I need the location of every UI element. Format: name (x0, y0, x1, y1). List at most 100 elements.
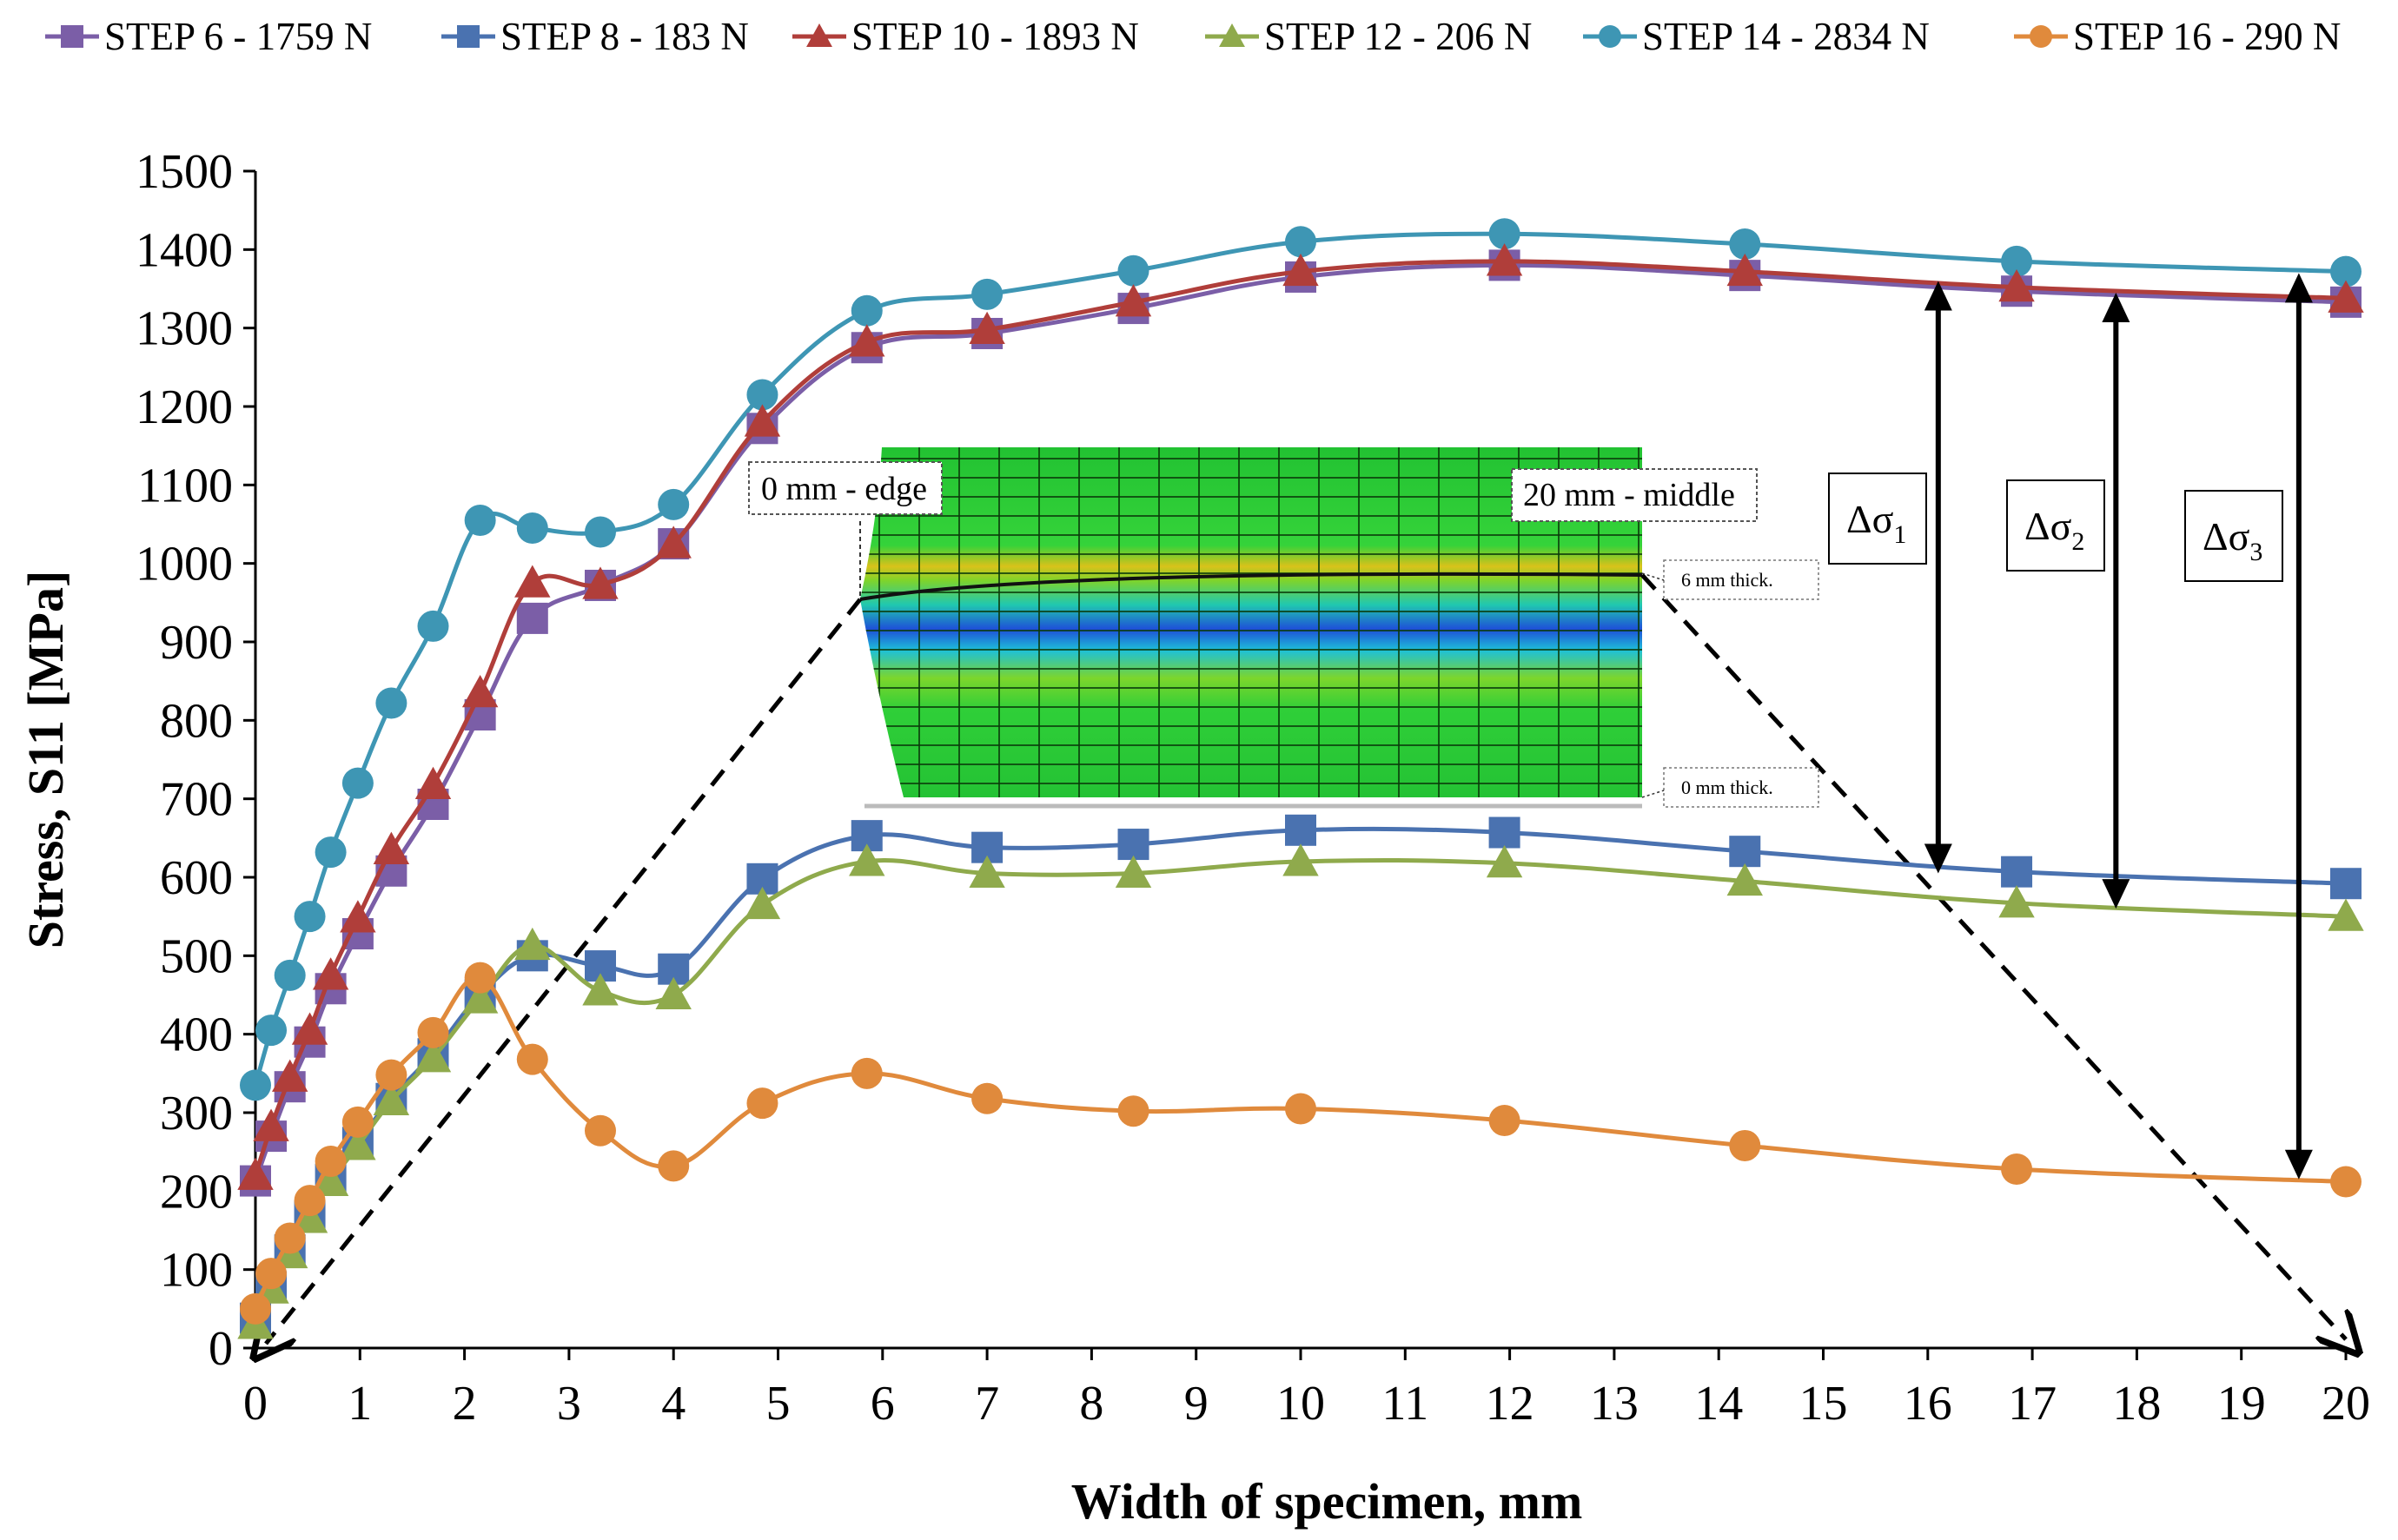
legend-swatch-marker (806, 23, 832, 47)
data-point (1488, 218, 1520, 250)
data-point (851, 1057, 883, 1089)
x-tick-label: 2 (453, 1377, 477, 1431)
data-point (340, 1127, 376, 1160)
data-point (253, 1108, 289, 1141)
data-point (1117, 829, 1149, 861)
data-point (2001, 856, 2033, 888)
data-point (746, 1087, 778, 1120)
x-tick-label: 8 (1079, 1377, 1103, 1431)
data-point (2328, 898, 2364, 931)
data-point (971, 278, 1004, 310)
data-point (373, 1082, 410, 1116)
x-tick-label: 9 (1184, 1377, 1209, 1431)
data-point (274, 959, 306, 991)
data-point (655, 525, 692, 558)
x-tick-label: 18 (2112, 1377, 2161, 1431)
data-point (312, 957, 349, 990)
data-point (417, 1016, 449, 1048)
legend-swatch-marker (1219, 23, 1245, 47)
delta-arrow-head-up (1924, 281, 1952, 311)
x-tick-label: 3 (557, 1377, 581, 1431)
data-point (340, 900, 376, 933)
data-point (2001, 1153, 2033, 1186)
legend-label: STEP 6 - 1759 N (104, 15, 372, 58)
data-point (658, 488, 690, 520)
data-point (274, 1222, 306, 1254)
series-group (237, 218, 2364, 1339)
x-tick-label: 20 (2322, 1377, 2370, 1431)
legend-item-4: STEP 14 - 2834 N (1583, 15, 1930, 58)
data-point (417, 610, 449, 642)
data-point (464, 962, 496, 994)
legend-label: STEP 12 - 206 N (1264, 15, 1532, 58)
x-tick-label: 11 (1381, 1377, 1428, 1431)
x-tick-label: 10 (1276, 1377, 1325, 1431)
data-point (1486, 845, 1523, 878)
legend-swatch-marker (2030, 25, 2052, 48)
svg-text:6 mm thick.: 6 mm thick. (1681, 569, 1773, 591)
y-tick-label: 400 (160, 1008, 233, 1062)
x-tick-label: 17 (2008, 1377, 2057, 1431)
data-point (1726, 863, 1763, 896)
x-tick-label: 16 (1904, 1377, 1952, 1431)
data-point (341, 1106, 374, 1138)
legend-item-3: STEP 12 - 206 N (1205, 15, 1532, 58)
data-point (1726, 253, 1763, 287)
data-point (1285, 226, 1316, 258)
y-tick-label: 200 (160, 1165, 233, 1219)
data-point (1285, 814, 1316, 846)
data-point (315, 836, 347, 869)
series-2 (237, 243, 2364, 1190)
data-point (516, 1043, 548, 1075)
x-tick-label: 19 (2217, 1377, 2266, 1431)
svg-text:20 mm - middle: 20 mm - middle (1523, 477, 1735, 513)
data-point (375, 687, 407, 719)
data-point (969, 855, 1005, 889)
series-line (253, 857, 2347, 1325)
data-point (375, 1059, 407, 1091)
legend-swatch-marker (457, 25, 480, 48)
y-tick-label: 100 (160, 1244, 233, 1298)
data-point (584, 516, 616, 548)
data-point (1115, 855, 1152, 889)
data-point (516, 512, 548, 545)
delta-sigma-1: Δσ1 (1828, 281, 1952, 874)
data-point (582, 973, 619, 1006)
data-point (341, 767, 374, 799)
delta-arrow-head-up (2284, 273, 2313, 303)
data-point (1486, 243, 1523, 276)
data-point (1488, 816, 1520, 849)
series-line (253, 975, 2347, 1310)
data-point (1117, 254, 1149, 287)
y-tick-label: 1500 (136, 145, 233, 199)
svg-text:0 mm - edge: 0 mm - edge (761, 471, 927, 507)
thickness-bottom-label: 0 mm thick. (1641, 767, 1819, 808)
delta-label-box (1828, 473, 1927, 565)
x-axis-title: Width of specimen, mm (1071, 1473, 1583, 1530)
data-point (271, 1059, 308, 1092)
data-point (1488, 1105, 1520, 1137)
x-tick-label: 13 (1590, 1377, 1639, 1431)
data-point (414, 766, 452, 799)
data-point (2330, 1166, 2362, 1198)
data-point (1285, 1093, 1316, 1125)
data-point (516, 602, 548, 634)
x-tick-label: 1 (348, 1377, 372, 1431)
data-point (240, 1069, 271, 1101)
data-point (849, 843, 885, 876)
data-point (2001, 245, 2033, 277)
edge-label: 0 mm - edge (748, 461, 943, 515)
legend-label: STEP 10 - 1893 N (851, 15, 1139, 58)
data-point (312, 1163, 349, 1197)
data-point (971, 1082, 1004, 1114)
data-point (291, 1012, 328, 1045)
legend-swatch-marker (61, 25, 83, 48)
y-tick-label: 1300 (136, 302, 233, 356)
delta-arrow-head-down (1924, 843, 1952, 874)
data-point (294, 901, 326, 933)
data-point (240, 1292, 271, 1325)
x-tick-label: 12 (1486, 1377, 1534, 1431)
delta-sigma-3: Δσ3 (2184, 273, 2313, 1180)
series-1 (240, 814, 2362, 1334)
